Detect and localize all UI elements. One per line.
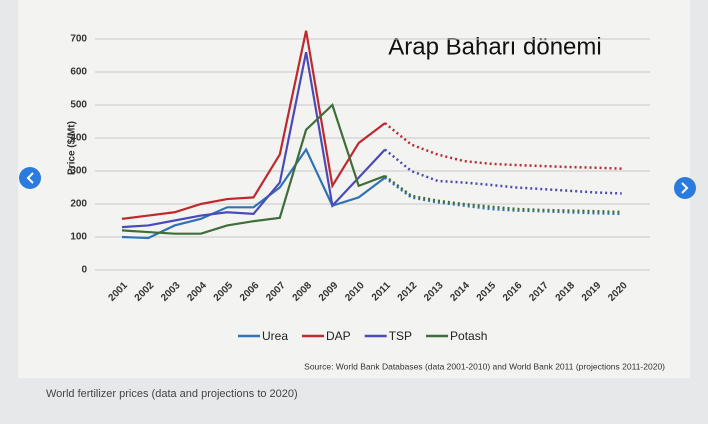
legend-label: DAP: [326, 329, 351, 343]
y-tick-label: 600: [70, 67, 87, 78]
annotation: Arap Baharı dönemi: [388, 33, 601, 60]
projection-line: [384, 174, 622, 214]
series-line: [121, 103, 386, 235]
legend-label: TSP: [389, 329, 412, 343]
y-tick-label: 400: [70, 133, 87, 144]
legend-label: Potash: [450, 329, 487, 343]
series-line: [121, 51, 386, 229]
series-line: [121, 147, 386, 240]
projection-line: [384, 176, 622, 216]
prev-button[interactable]: [19, 167, 41, 189]
y-axis-label: Price ($/Mt): [67, 121, 78, 175]
y-tick-label: 200: [70, 199, 87, 210]
y-tick-label: 500: [70, 100, 87, 111]
y-tick-label: 700: [70, 34, 87, 45]
caption: World fertilizer prices (data and projec…: [46, 388, 298, 400]
legend-label: Urea: [262, 329, 288, 343]
source: Source: World Bank Databases (data 2001-…: [304, 361, 665, 371]
next-button[interactable]: [674, 177, 696, 199]
chart-panel: [18, 0, 690, 378]
prev-icon: [26, 172, 34, 184]
y-tick-label: 300: [70, 166, 87, 177]
y-tick-label: 0: [81, 265, 87, 276]
next-icon: [681, 182, 689, 194]
y-tick-label: 100: [70, 232, 87, 243]
series-line: [121, 30, 386, 220]
